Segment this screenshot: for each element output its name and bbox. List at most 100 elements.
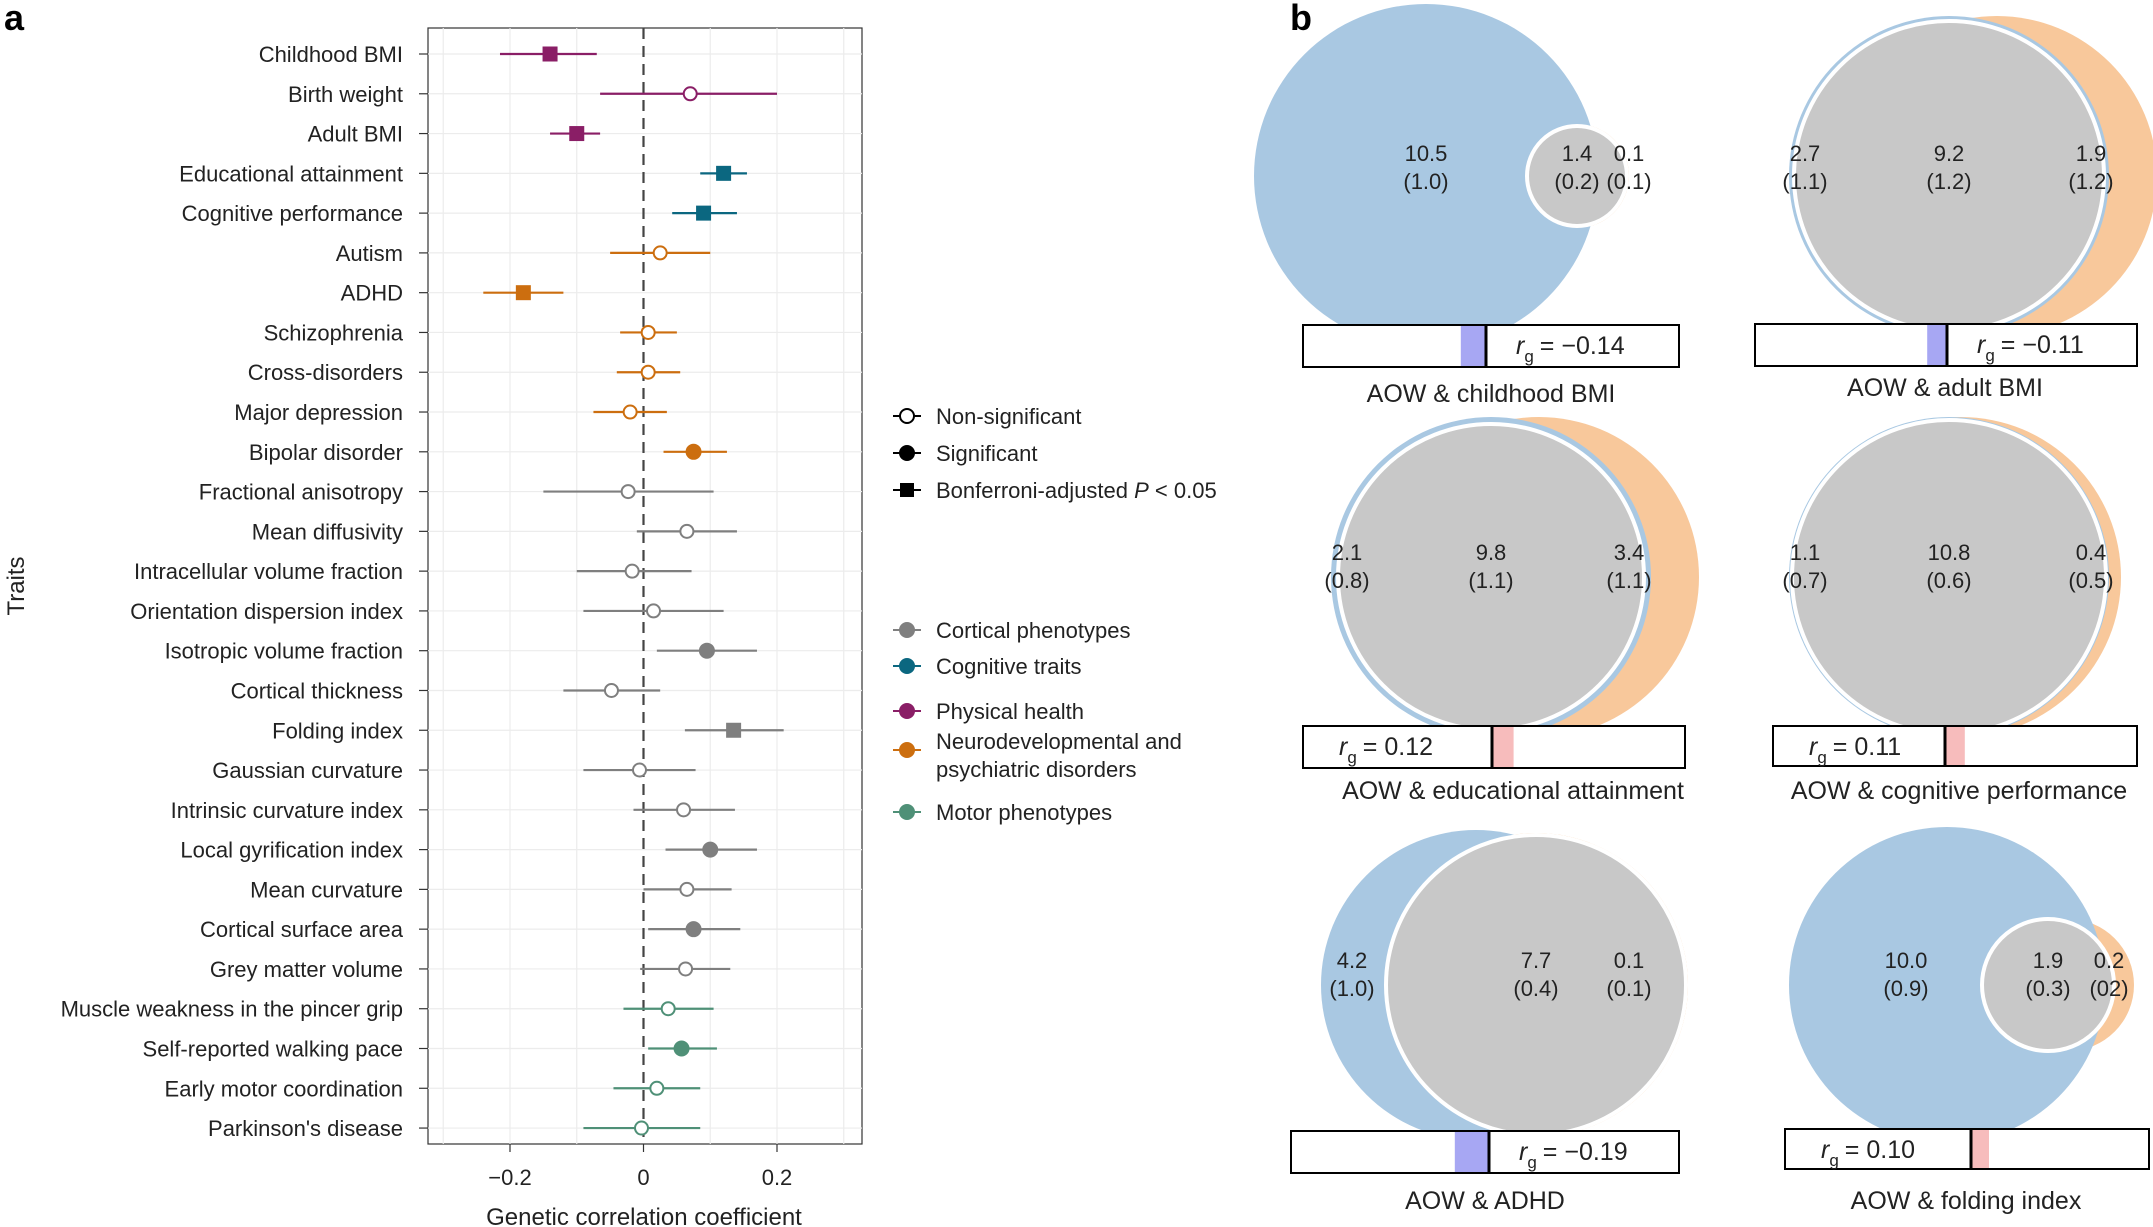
venn-caption: AOW & childhood BMI [1367,380,1616,408]
rg-bar-fill [1454,1132,1489,1172]
estimate-open-dot [631,762,647,778]
venn-overlap-se: (1.2) [1926,169,1971,194]
estimate-square [716,165,732,181]
plot-frame [427,27,863,1145]
rg-symbol: r [1821,1136,1831,1164]
estimate-square [542,46,558,62]
trait-label: Cortical thickness [231,678,403,703]
trait-label: Educational attainment [179,161,403,186]
venn-diagram: 2.1 (0.8) 9.8 (1.1) 3.4 (1.1) rg = 0.12 AOW & ed… [1302,417,1699,805]
estimate-square [515,285,531,301]
estimate-open-dot [633,1120,649,1136]
venn-left-value: 10.0 [1885,948,1928,973]
rg-label: rg = 0.10 [1821,1136,1915,1170]
legend-dot [899,622,915,638]
rg-bar-fill [1460,326,1486,366]
venn-left-se: (0.8) [1324,568,1369,593]
trait-label: Schizophrenia [264,320,404,345]
estimate-open-dot [676,802,692,818]
legend-groups: Cortical phenotypes Cognitive traits Physi… [893,618,1182,825]
venn-caption: AOW & educational attainment [1342,777,1684,805]
estimate-open-dot [679,881,695,897]
estimate-dot [702,841,719,858]
estimate-open-dot [649,1080,665,1096]
venn-right-value: 0.1 [1614,141,1645,166]
trait-label: Grey matter volume [210,957,403,982]
rg-subscript: g [1985,346,1994,365]
trait-label: Adult BMI [308,122,403,147]
venn-overlap-value: 1.4 [1562,141,1593,166]
rg-value: = −0.19 [1543,1138,1628,1166]
legend-square [900,483,914,497]
venn-caption: AOW & adult BMI [1847,374,2043,402]
trait-label: Muscle weakness in the pincer grip [61,997,403,1022]
estimate-square [696,205,712,221]
venn-caption: AOW & ADHD [1405,1187,1565,1215]
legend-label: Bonferroni-adjusted P < 0.05 [936,478,1217,503]
venn-diagram: 4.2 (1.0) 7.7 (0.4) 0.1 (0.1) rg = −0.19 AOW & A… [1290,830,1688,1215]
rg-subscript: g [1829,1151,1838,1170]
estimate-square [569,126,585,142]
estimate-open-dot [652,245,668,261]
venn-left-se: (1.0) [1403,169,1448,194]
estimate-dot [685,443,702,460]
rg-label: rg = −0.19 [1519,1138,1628,1172]
venn-left-value: 1.1 [1790,540,1821,565]
legend-dot [899,742,915,758]
x-ticks: −0.2 0 0.2 [488,1144,792,1190]
y-ticks [419,53,428,1129]
venn-overlap-se: (1.1) [1468,568,1513,593]
trait-label: Intracellular volume fraction [134,559,403,584]
rg-symbol: r [1519,1138,1529,1166]
legend-dot [899,658,915,674]
trait-label: Cross-disorders [248,360,403,385]
rg-value: = 0.11 [1833,733,1901,761]
rg-label: rg = 0.11 [1809,733,1901,767]
trait-label: Cortical surface area [200,917,404,942]
venn-right-se: (0.1) [1606,976,1651,1001]
rg-symbol: r [1809,733,1819,761]
venn-overlap [1525,124,1629,228]
rg-bar-frame [1784,1128,2150,1170]
legend-label: Neurodevelopmental and [936,729,1182,754]
rg-bar-fill [1927,325,1947,365]
y-axis-title: Traits [3,556,30,615]
trait-label: Self-reported walking pace [143,1037,403,1062]
trait-label: Birth weight [288,82,403,107]
rg-label: rg = −0.14 [1516,332,1625,366]
venn-right-value: 0.1 [1614,948,1645,973]
rg-subscript: g [1524,347,1533,366]
venn-right-se: (1.1) [1606,568,1651,593]
rg-label: rg = 0.12 [1339,733,1433,767]
venn-caption: AOW & folding index [1851,1187,2082,1215]
estimate-dot [673,1040,690,1057]
trait-label: Cognitive performance [182,201,403,226]
venn-left-se: (1.0) [1329,976,1374,1001]
trait-label: Intrinsic curvature index [171,798,403,823]
venn-left-value: 2.1 [1332,540,1363,565]
venn-right-se: (0.5) [2068,568,2113,593]
estimate-square [726,722,742,738]
rg-label: rg = −0.11 [1977,331,2084,365]
venn-right-se: (1.2) [2068,169,2113,194]
estimate-open-dot [679,523,695,539]
legend-label-tail: < 0.05 [1149,478,1217,503]
legend-significance: Non-significant Significant Bonferroni-adj… [893,404,1217,503]
legend-label: Physical health [936,699,1084,724]
rg-symbol: r [1516,332,1526,360]
rg-bar-fill [1492,727,1514,767]
trait-label: Childhood BMI [259,42,403,67]
legend-label-text: Significant [936,441,1038,466]
legend-label-line2: psychiatric disorders [936,757,1137,782]
estimate-open-dot [640,324,656,340]
venn-right-value: 1.9 [2076,141,2107,166]
trait-label: ADHD [341,281,403,306]
venn-right-value: 0.2 [2094,948,2125,973]
venn-left-se: (0.7) [1782,568,1827,593]
x-tick-label: 0.2 [762,1165,793,1190]
legend-label: Cortical phenotypes [936,618,1130,643]
estimate-open-dot [640,364,656,380]
venn-right-value: 0.4 [2076,540,2107,565]
venn-overlap-se: (0.2) [1554,169,1599,194]
venn-right-se: (02) [2089,976,2128,1001]
